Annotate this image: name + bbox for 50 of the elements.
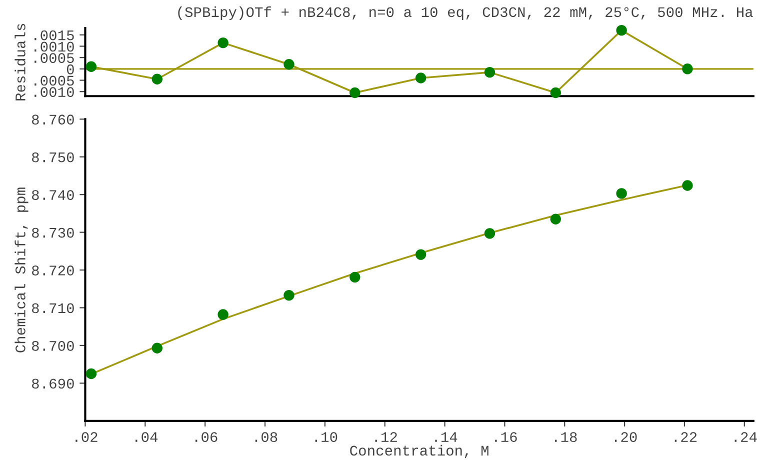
point [484, 228, 496, 239]
y-axis-title: Chemical Shift, ppm [14, 188, 28, 352]
point [218, 309, 228, 320]
y-tick-label: .0015 [34, 30, 74, 40]
x-tick-label: .12 [375, 432, 397, 442]
y-tick-label: .0005 [34, 76, 74, 86]
point [86, 368, 97, 380]
point [86, 61, 97, 72]
point [415, 249, 426, 260]
point [350, 272, 360, 283]
y-tick-label: 8.760 [32, 114, 74, 125]
y-tick-label: .0010 [34, 87, 74, 98]
point [152, 342, 162, 354]
x-axis-title: Concentration, M [350, 444, 488, 458]
y-tick-label: 8.720 [32, 266, 74, 276]
x-tick-label: .04 [136, 432, 158, 442]
point [284, 59, 294, 70]
point [550, 214, 561, 224]
point [218, 37, 228, 48]
y-tick-label: 8.750 [32, 152, 74, 162]
point [682, 180, 693, 191]
point [415, 72, 426, 84]
point [152, 74, 162, 84]
x-tick-label: .16 [495, 432, 517, 442]
point [550, 87, 561, 98]
x-tick-label: .20 [614, 432, 637, 442]
point [682, 64, 693, 74]
x-tick-label: .18 [555, 432, 577, 442]
y-tick-label: 8.710 [32, 303, 74, 314]
y-tick-label: 8.730 [32, 228, 74, 238]
point [484, 66, 496, 78]
chart-title: (SPBipy)OTf + nB24C8, n=0 a 10 eq, CD3CN, 22 mM, 25°C, 500 MHz. Ha [178, 6, 753, 20]
x-tick-label: .22 [674, 432, 697, 442]
x-tick-label: .02 [76, 432, 98, 442]
y-tick-label: 8.690 [32, 378, 74, 389]
y-axis-title: Residuals [14, 24, 26, 100]
x-tick-label: .10 [315, 432, 338, 442]
y-tick-label: 8.740 [32, 190, 74, 200]
y-tick-label: .0005 [34, 53, 74, 63]
x-tick-label: .14 [435, 432, 458, 442]
x-tick-label: .06 [195, 432, 218, 442]
x-tick-label: .24 [734, 432, 757, 442]
point [616, 188, 627, 199]
point [284, 290, 294, 301]
x-tick-label: .08 [255, 432, 278, 442]
y-tick-label: 0 [66, 64, 74, 74]
y-tick-label: .0010 [34, 42, 74, 52]
y-tick-label: 8.700 [32, 340, 74, 351]
point [616, 24, 627, 36]
point [350, 87, 360, 98]
